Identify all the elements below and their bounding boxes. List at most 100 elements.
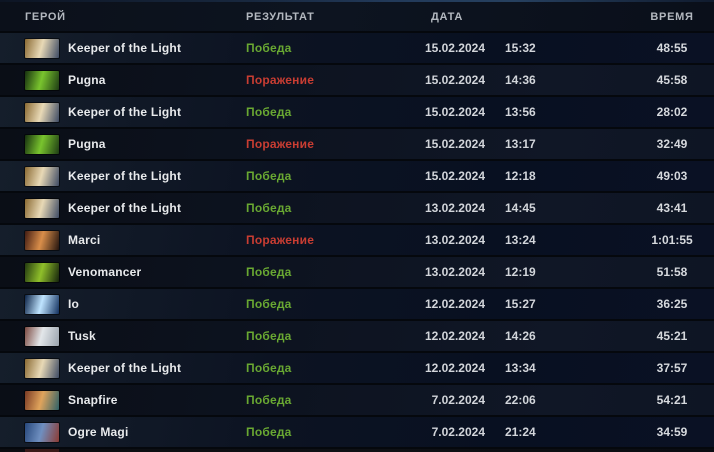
hero-name: Keeper of the Light xyxy=(68,201,182,215)
hero-portrait xyxy=(25,326,59,346)
top-accent-line xyxy=(0,0,714,2)
match-date: 13.02.2024 xyxy=(424,201,485,215)
hero-portrait xyxy=(25,102,59,122)
match-date: 12.02.2024 xyxy=(424,361,485,375)
hero-portrait xyxy=(25,38,59,58)
match-result: Победа xyxy=(246,41,292,55)
match-date: 13.02.2024 xyxy=(424,265,485,279)
hero-name: Keeper of the Light xyxy=(68,41,182,55)
match-row[interactable]: Pugna Поражение 15.02.2024 13:17 32:49 xyxy=(0,129,714,159)
match-start-time: 15:27 xyxy=(505,297,536,311)
match-result: Победа xyxy=(246,297,292,311)
match-result: Поражение xyxy=(246,73,315,87)
match-result: Победа xyxy=(246,105,292,119)
next-hero-portrait-sliver xyxy=(25,449,59,452)
match-row[interactable]: Keeper of the Light Победа 13.02.2024 14… xyxy=(0,193,714,223)
match-result: Победа xyxy=(246,169,292,183)
match-start-time: 12:19 xyxy=(505,265,536,279)
column-header-date: ДАТА xyxy=(431,10,464,23)
match-result: Победа xyxy=(246,393,292,407)
match-date: 15.02.2024 xyxy=(424,137,485,151)
match-row[interactable]: Pugna Поражение 15.02.2024 14:36 45:58 xyxy=(0,65,714,95)
match-row[interactable]: Marci Поражение 13.02.2024 13:24 1:01:55 xyxy=(0,225,714,255)
match-date: 15.02.2024 xyxy=(424,41,485,55)
match-start-time: 22:06 xyxy=(505,393,536,407)
match-duration: 54:21 xyxy=(656,393,688,407)
column-header-time: ВРЕМЯ xyxy=(650,10,694,23)
match-table-header: ГЕРОЙ РЕЗУЛЬТАТ ДАТА ВРЕМЯ xyxy=(0,2,714,31)
match-duration: 49:03 xyxy=(656,169,688,183)
hero-portrait xyxy=(25,198,59,218)
hero-portrait xyxy=(25,230,59,250)
hero-portrait xyxy=(25,294,59,314)
match-row[interactable]: Keeper of the Light Победа 15.02.2024 15… xyxy=(0,33,714,63)
hero-portrait xyxy=(25,134,59,154)
match-date: 13.02.2024 xyxy=(424,233,485,247)
hero-name: Venomancer xyxy=(68,265,142,279)
match-start-time: 13:34 xyxy=(505,361,536,375)
column-header-hero: ГЕРОЙ xyxy=(25,10,66,23)
match-date: 15.02.2024 xyxy=(424,169,485,183)
hero-name: Io xyxy=(68,297,80,311)
match-duration: 51:58 xyxy=(656,265,688,279)
match-row[interactable]: Io Победа 12.02.2024 15:27 36:25 xyxy=(0,289,714,319)
match-duration: 34:59 xyxy=(656,425,688,439)
match-start-time: 14:36 xyxy=(505,73,536,87)
match-duration: 36:25 xyxy=(656,297,688,311)
match-result: Поражение xyxy=(246,137,315,151)
hero-name: Ogre Magi xyxy=(68,425,129,439)
match-duration: 28:02 xyxy=(656,105,688,119)
match-result: Победа xyxy=(246,329,292,343)
next-row-edge xyxy=(0,449,714,452)
match-duration: 32:49 xyxy=(656,137,688,151)
match-duration: 48:55 xyxy=(656,41,688,55)
match-start-time: 12:18 xyxy=(505,169,536,183)
match-result: Победа xyxy=(246,201,292,215)
match-start-time: 13:17 xyxy=(505,137,536,151)
match-date: 7.02.2024 xyxy=(431,393,485,407)
hero-portrait xyxy=(25,390,59,410)
match-duration: 43:41 xyxy=(656,201,688,215)
match-row[interactable]: Keeper of the Light Победа 12.02.2024 13… xyxy=(0,353,714,383)
hero-name: Keeper of the Light xyxy=(68,169,182,183)
hero-name: Snapfire xyxy=(68,393,118,407)
match-duration: 37:57 xyxy=(656,361,688,375)
hero-portrait xyxy=(25,166,59,186)
match-result: Победа xyxy=(246,425,292,439)
hero-name: Pugna xyxy=(68,137,106,151)
match-date: 15.02.2024 xyxy=(424,73,485,87)
hero-portrait xyxy=(25,70,59,90)
match-row[interactable]: Venomancer Победа 13.02.2024 12:19 51:58 xyxy=(0,257,714,287)
hero-name: Keeper of the Light xyxy=(68,105,182,119)
match-result: Поражение xyxy=(246,233,315,247)
hero-name: Keeper of the Light xyxy=(68,361,182,375)
match-date: 7.02.2024 xyxy=(431,425,485,439)
match-row[interactable]: Keeper of the Light Победа 15.02.2024 13… xyxy=(0,97,714,127)
hero-name: Marci xyxy=(68,233,101,247)
match-start-time: 13:24 xyxy=(505,233,536,247)
match-date: 12.02.2024 xyxy=(424,329,485,343)
hero-name: Pugna xyxy=(68,73,106,87)
match-rows: Keeper of the Light Победа 15.02.2024 15… xyxy=(0,33,714,447)
match-start-time: 14:26 xyxy=(505,329,536,343)
match-row[interactable]: Keeper of the Light Победа 15.02.2024 12… xyxy=(0,161,714,191)
match-row[interactable]: Snapfire Победа 7.02.2024 22:06 54:21 xyxy=(0,385,714,415)
match-date: 15.02.2024 xyxy=(424,105,485,119)
match-result: Победа xyxy=(246,361,292,375)
hero-portrait xyxy=(25,358,59,378)
match-start-time: 21:24 xyxy=(505,425,536,439)
match-row[interactable]: Ogre Magi Победа 7.02.2024 21:24 34:59 xyxy=(0,417,714,447)
match-row[interactable]: Tusk Победа 12.02.2024 14:26 45:21 xyxy=(0,321,714,351)
hero-portrait xyxy=(25,422,59,442)
column-header-result: РЕЗУЛЬТАТ xyxy=(246,10,315,23)
match-duration: 45:58 xyxy=(656,73,688,87)
match-start-time: 13:56 xyxy=(505,105,536,119)
hero-portrait xyxy=(25,262,59,282)
match-duration: 45:21 xyxy=(656,329,688,343)
match-start-time: 14:45 xyxy=(505,201,536,215)
hero-name: Tusk xyxy=(68,329,96,343)
match-start-time: 15:32 xyxy=(505,41,536,55)
match-date: 12.02.2024 xyxy=(424,297,485,311)
match-result: Победа xyxy=(246,265,292,279)
